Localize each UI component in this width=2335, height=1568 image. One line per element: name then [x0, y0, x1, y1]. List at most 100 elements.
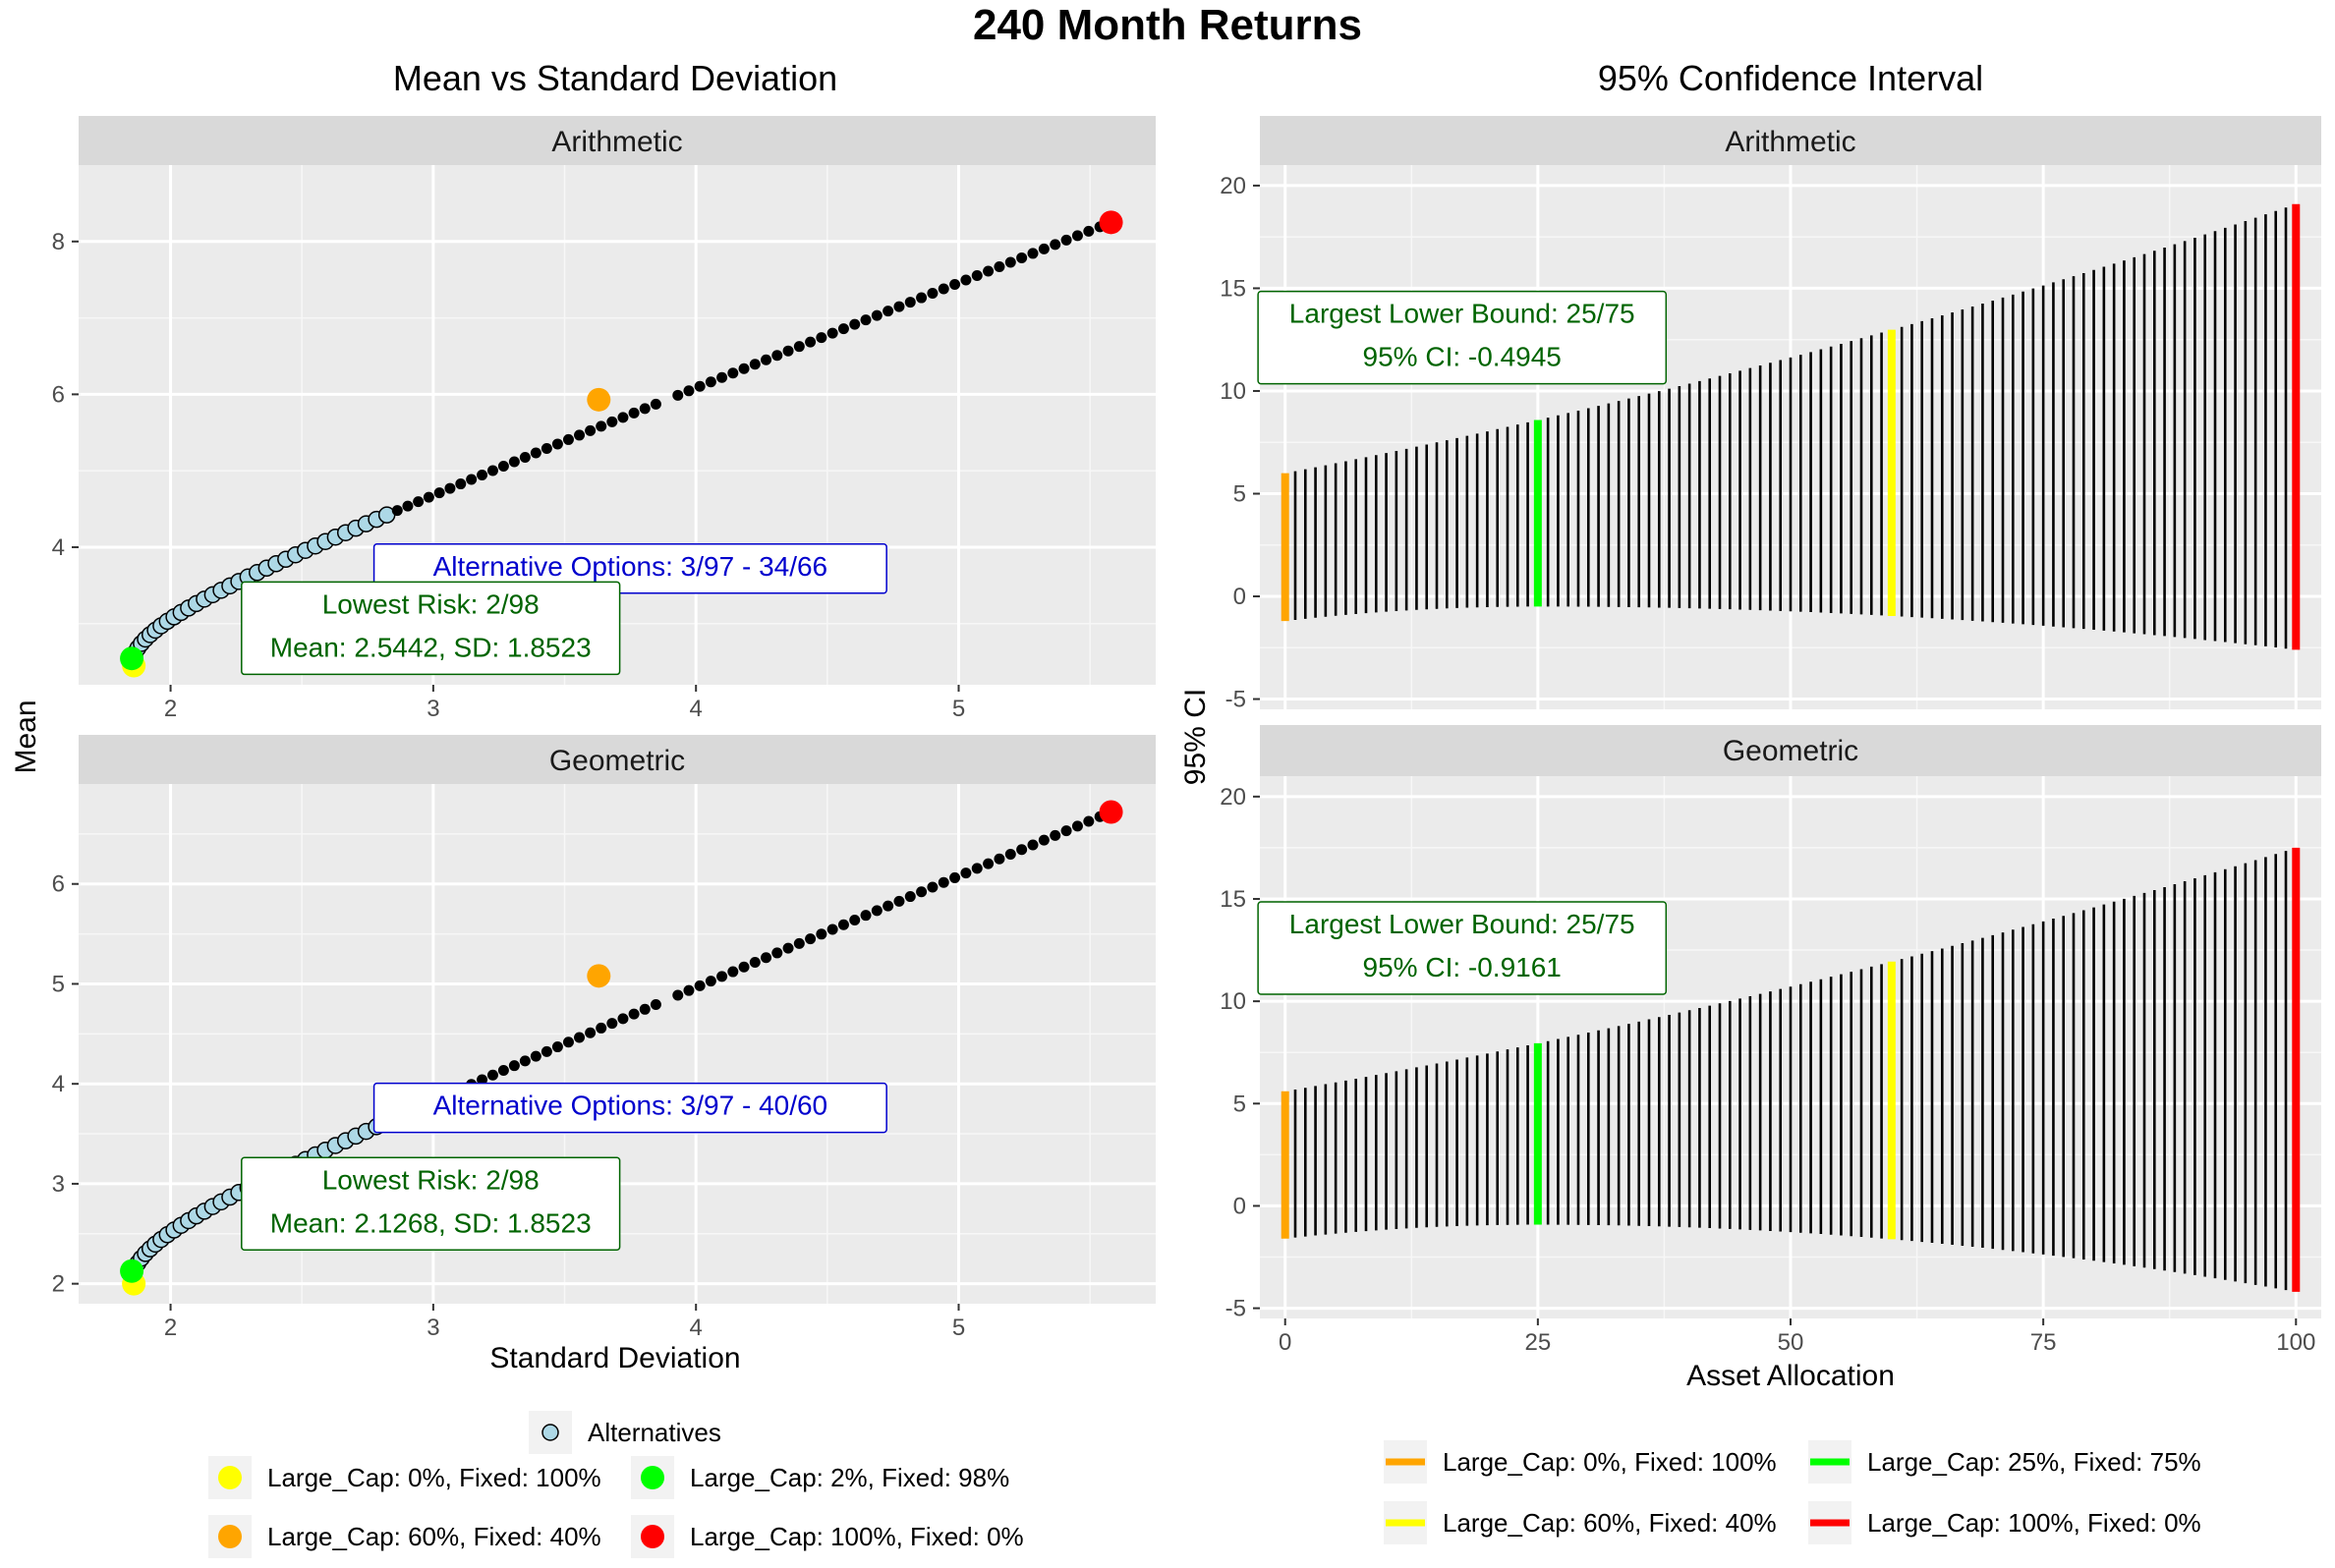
- annotation-text: Alternative Options: 3/97 - 40/60: [433, 1091, 828, 1121]
- frontier-point: [1083, 815, 1095, 827]
- frontier-point: [530, 447, 541, 459]
- frontier-point: [1050, 829, 1061, 841]
- frontier-point: [816, 928, 827, 940]
- frontier-point: [916, 886, 928, 898]
- facet-strip: [1260, 725, 2321, 776]
- frontier-point: [1027, 248, 1039, 259]
- frontier-point: [486, 1069, 498, 1081]
- frontier-point: [883, 900, 894, 912]
- frontier-point: [1038, 243, 1050, 254]
- frontier-point: [949, 871, 961, 883]
- frontier-point: [596, 1022, 607, 1034]
- frontier-point: [826, 924, 838, 935]
- frontier-point: [694, 380, 706, 392]
- y-tick-label: 4: [52, 534, 65, 561]
- frontier-point: [650, 398, 661, 410]
- y-tick-label: 20: [1220, 173, 1246, 199]
- y-tick-label: 5: [1233, 480, 1246, 507]
- x-tick-label: 4: [690, 696, 703, 722]
- x-tick-label: 3: [427, 696, 439, 722]
- frontier-point: [738, 961, 750, 973]
- x-tick-label: 0: [1279, 1329, 1291, 1356]
- frontier-point: [927, 288, 939, 300]
- x-tick-label: 3: [427, 1315, 439, 1341]
- right-legend: Large_Cap: 0%, Fixed: 100% Large_Cap: 25%…: [1384, 1440, 2201, 1544]
- y-tick-label: 20: [1220, 784, 1246, 811]
- x-tick-label: 50: [1778, 1329, 1804, 1356]
- frontier-point: [423, 491, 434, 503]
- frontier-point: [938, 283, 949, 295]
- frontier-point: [749, 359, 761, 370]
- highlight-point: [120, 1259, 144, 1283]
- frontier-point: [508, 456, 520, 468]
- frontier-point: [849, 318, 861, 330]
- frontier-point: [938, 876, 949, 888]
- frontier-point: [960, 274, 972, 286]
- frontier-point: [1027, 839, 1039, 851]
- annotation-box: [1257, 290, 1668, 385]
- frontier-point: [705, 976, 716, 987]
- frontier-point: [617, 412, 629, 423]
- frontier-point: [683, 984, 695, 996]
- facet-strip-label: Arithmetic: [1725, 126, 1855, 158]
- annotation-text: Largest Lower Bound: 25/75: [1289, 299, 1635, 329]
- legend-key: [218, 1525, 242, 1548]
- x-tick-label: 4: [690, 1315, 703, 1341]
- highlight-point: [1099, 800, 1123, 824]
- frontier-point: [826, 327, 838, 339]
- legend-label: Large_Cap: 0%, Fixed: 100%: [1443, 1447, 1777, 1477]
- frontier-point: [1060, 825, 1072, 837]
- legend-key: [641, 1466, 664, 1489]
- frontier-point: [530, 1050, 541, 1062]
- frontier-point: [574, 429, 586, 441]
- frontier-point: [1004, 849, 1016, 861]
- frontier-point: [782, 345, 794, 357]
- annotation-text: Lowest Risk: 2/98: [322, 1164, 540, 1195]
- annotation-box: [372, 1082, 887, 1134]
- frontier-point: [617, 1013, 629, 1025]
- facet-strip: [79, 735, 1156, 784]
- frontier-point: [994, 260, 1005, 272]
- left-legend: Alternatives Large_Cap: 0%, Fixed: 100% La…: [208, 1411, 1024, 1558]
- frontier-point: [883, 306, 894, 317]
- frontier-point: [1071, 230, 1083, 242]
- frontier-point: [793, 341, 805, 353]
- frontier-point: [893, 301, 905, 312]
- frontier-point: [628, 407, 640, 419]
- frontier-point: [639, 1003, 651, 1015]
- panel-geometric-scatter: Geometric 2 3 4 5 2 3 4 5 6 Alternative Options: 3…: [52, 735, 1156, 1341]
- frontier-point: [541, 442, 552, 454]
- frontier-point: [727, 966, 739, 978]
- facet-strip-label: Geometric: [549, 745, 685, 777]
- y-tick-label: 5: [1233, 1091, 1246, 1117]
- annotation-box: [372, 543, 887, 594]
- frontier-point: [683, 385, 695, 397]
- frontier-point: [1060, 234, 1072, 246]
- frontier-point: [983, 265, 995, 277]
- legend-label: Large_Cap: 0%, Fixed: 100%: [267, 1463, 601, 1492]
- frontier-point: [508, 1060, 520, 1072]
- frontier-point: [585, 1027, 597, 1038]
- frontier-point: [749, 956, 761, 968]
- right-y-axis-label: 95% CI: [1179, 689, 1212, 785]
- frontier-point: [562, 433, 574, 445]
- annotation-text: Largest Lower Bound: 25/75: [1289, 909, 1635, 939]
- y-tick-label: -5: [1225, 1296, 1246, 1322]
- frontier-point: [983, 858, 995, 869]
- frontier-point: [893, 895, 905, 907]
- frontier-point: [904, 297, 916, 308]
- y-tick-label: 8: [52, 229, 65, 255]
- frontier-point: [455, 478, 467, 490]
- annotation-text: 95% CI: -0.9161: [1363, 952, 1562, 982]
- annotation-text: 95% CI: -0.4945: [1363, 342, 1562, 372]
- frontier-point: [871, 905, 883, 917]
- frontier-point: [628, 1008, 640, 1020]
- legend-label: Large_Cap: 60%, Fixed: 40%: [267, 1522, 601, 1551]
- annotation-text: Mean: 2.1268, SD: 1.8523: [270, 1207, 592, 1238]
- frontier-point: [705, 376, 716, 388]
- frontier-point: [793, 937, 805, 949]
- right-chart-title: 95% Confidence Interval: [1598, 58, 1983, 98]
- y-tick-label: 10: [1220, 988, 1246, 1015]
- frontier-point: [927, 881, 939, 893]
- legend-label: Large_Cap: 100%, Fixed: 0%: [1867, 1508, 2201, 1538]
